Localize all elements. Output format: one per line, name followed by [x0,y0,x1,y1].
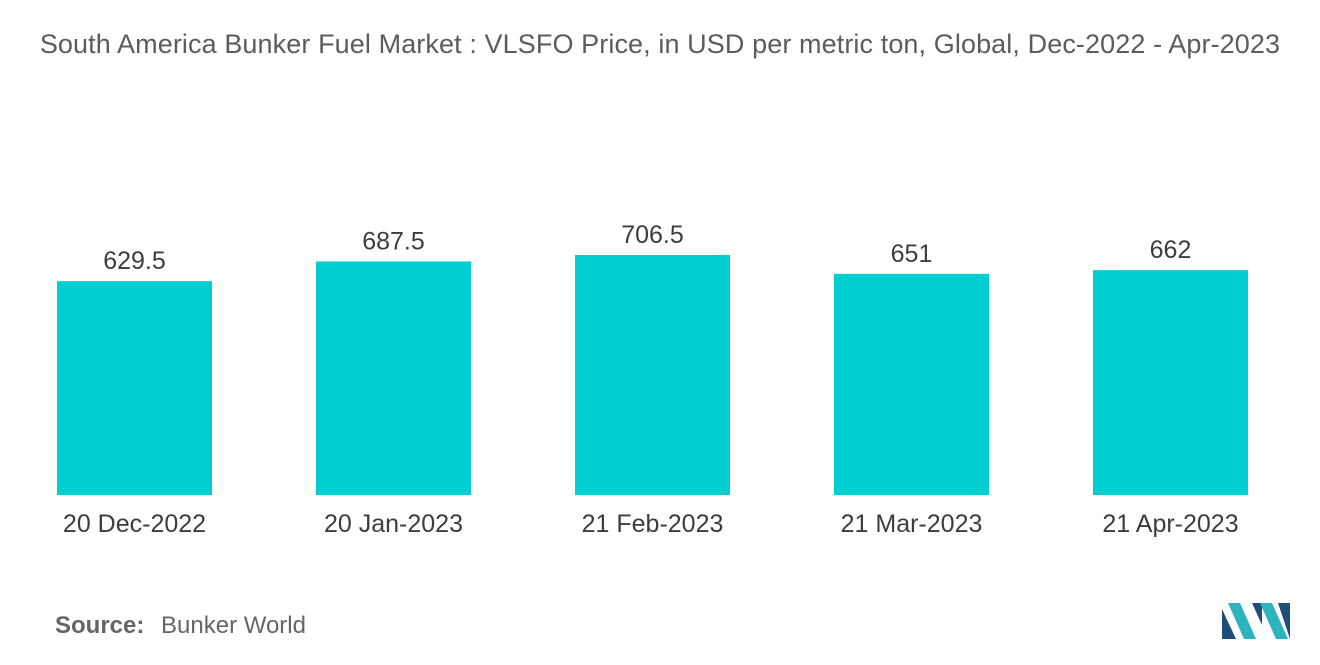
bar-1 [316,261,471,495]
logo-shape-mid-dark [1252,603,1262,625]
source-value: Bunker World [161,612,306,639]
x-tick-label-2: 21 Feb-2023 [582,510,724,538]
bar-value-label-0: 629.5 [103,247,166,275]
bar-4 [1093,270,1248,495]
source-label: Source: [55,612,145,639]
bars-group [57,255,1248,495]
bar-value-label-2: 706.5 [621,221,684,249]
logo-shape-left-dark [1222,609,1236,639]
bar-0 [57,281,212,495]
logo-shape-right-dark [1278,603,1290,639]
bar-value-label-1: 687.5 [362,227,425,255]
bar-value-label-3: 651 [891,240,933,268]
x-tick-label-3: 21 Mar-2023 [841,510,983,538]
mordor-intelligence-logo-icon [1222,603,1290,639]
x-tick-label-0: 20 Dec-2022 [63,510,206,538]
x-tick-label-1: 20 Jan-2023 [324,510,463,538]
x-axis-tick-labels: 20 Dec-2022 20 Jan-2023 21 Feb-2023 21 Mar-… [63,510,1239,538]
x-tick-label-4: 21 Apr-2023 [1102,510,1238,538]
bar-2 [575,255,730,495]
chart-title: South America Bunker Fuel Market : VLSFO… [39,29,1281,59]
source-note: Source: Bunker World [55,612,306,640]
value-labels-group: 629.5 687.5 706.5 651 662 [103,221,1191,275]
bar-value-label-4: 662 [1150,236,1192,264]
logo-shape-right-light [1260,603,1288,639]
logo-shape-left-light [1228,603,1256,639]
bar-3 [834,273,989,495]
